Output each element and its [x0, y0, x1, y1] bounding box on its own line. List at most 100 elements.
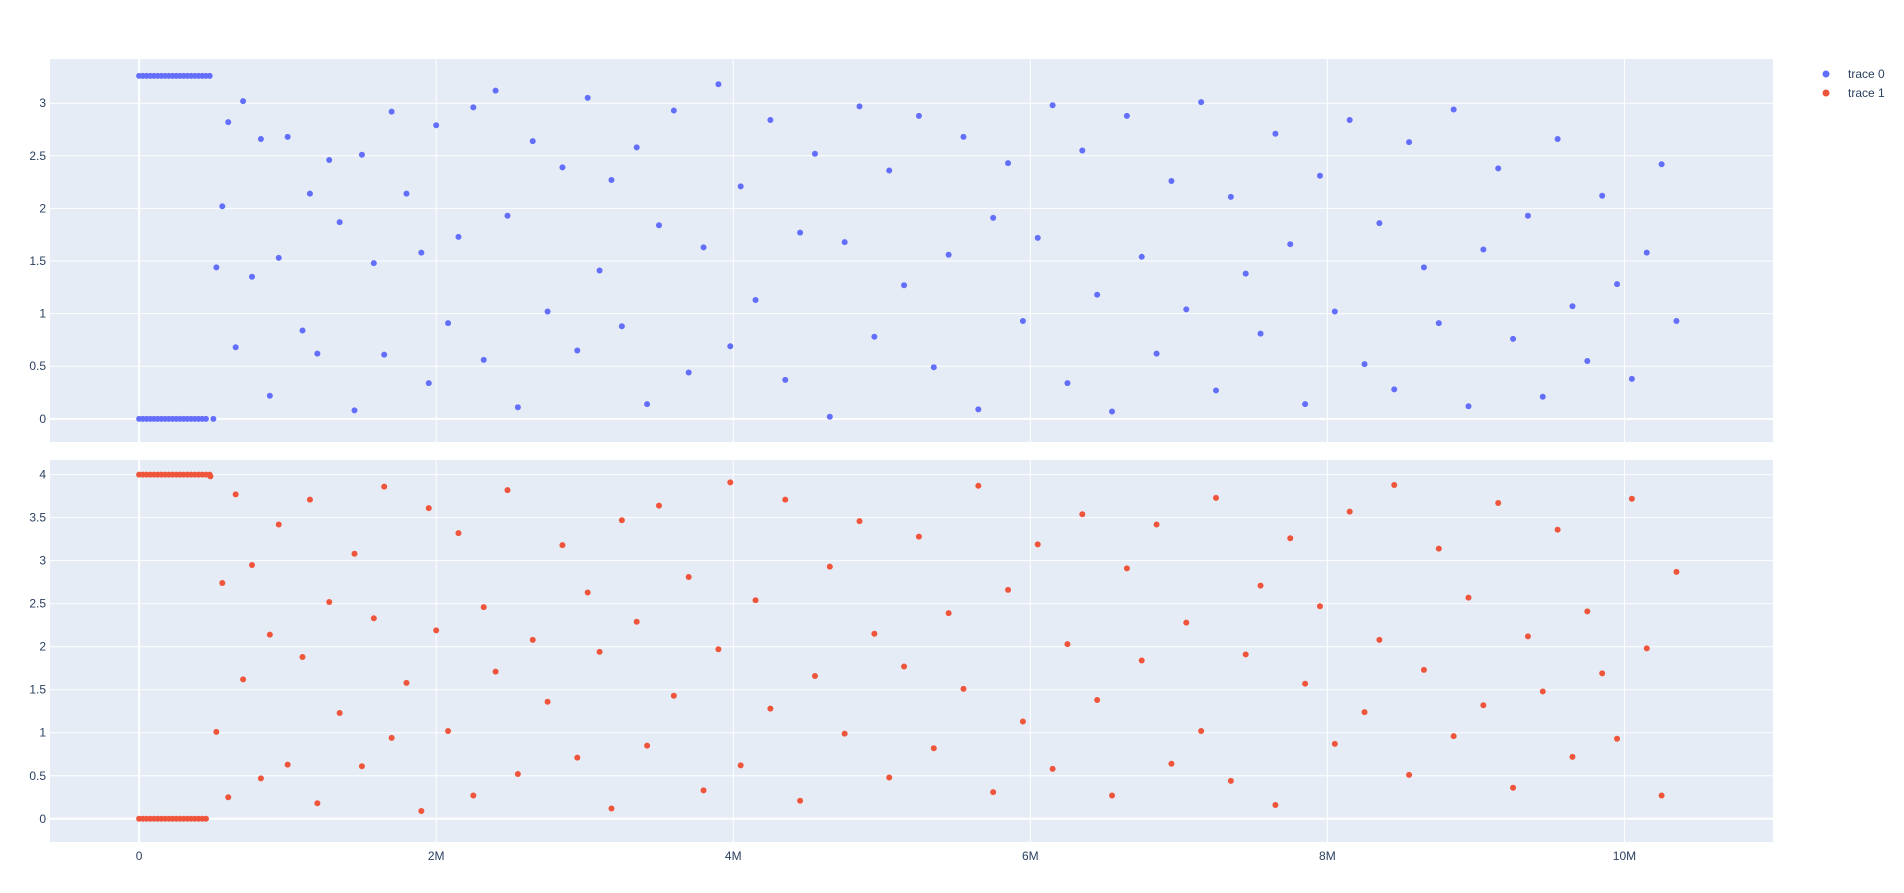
- data-point[interactable]: [1406, 139, 1413, 146]
- data-point[interactable]: [990, 789, 997, 796]
- data-point[interactable]: [266, 631, 273, 638]
- data-point[interactable]: [1465, 403, 1472, 410]
- data-point[interactable]: [1361, 361, 1368, 368]
- data-point[interactable]: [930, 745, 937, 752]
- data-point[interactable]: [480, 356, 487, 363]
- data-point[interactable]: [715, 646, 722, 653]
- data-point[interactable]: [1079, 147, 1086, 154]
- data-point[interactable]: [232, 491, 239, 498]
- data-point[interactable]: [737, 762, 744, 769]
- data-point[interactable]: [1376, 636, 1383, 643]
- data-point[interactable]: [249, 561, 256, 568]
- data-point[interactable]: [1302, 401, 1309, 408]
- data-point[interactable]: [1495, 500, 1502, 507]
- data-point[interactable]: [1614, 735, 1621, 742]
- data-point[interactable]: [715, 81, 722, 88]
- data-point[interactable]: [633, 618, 640, 625]
- data-point[interactable]: [1287, 535, 1294, 542]
- data-point[interactable]: [1331, 740, 1338, 747]
- data-point[interactable]: [445, 320, 452, 327]
- data-point[interactable]: [202, 415, 209, 422]
- data-point[interactable]: [633, 144, 640, 151]
- data-point[interactable]: [1569, 753, 1576, 760]
- data-point[interactable]: [1554, 135, 1561, 142]
- data-point[interactable]: [275, 254, 282, 261]
- data-point[interactable]: [1658, 792, 1665, 799]
- data-point[interactable]: [1391, 386, 1398, 393]
- data-point[interactable]: [1584, 608, 1591, 615]
- data-point[interactable]: [1272, 130, 1279, 137]
- data-point[interactable]: [685, 574, 692, 581]
- data-point[interactable]: [284, 761, 291, 768]
- data-point[interactable]: [856, 518, 863, 525]
- data-point[interactable]: [811, 672, 818, 679]
- data-point[interactable]: [1569, 303, 1576, 310]
- data-point[interactable]: [1272, 802, 1279, 808]
- data-point[interactable]: [574, 754, 581, 761]
- data-point[interactable]: [480, 604, 487, 611]
- data-point[interactable]: [544, 308, 551, 315]
- data-point[interactable]: [1673, 318, 1680, 324]
- data-point[interactable]: [727, 343, 734, 350]
- data-point[interactable]: [249, 273, 256, 280]
- data-point[interactable]: [1628, 375, 1635, 382]
- data-point[interactable]: [841, 239, 848, 246]
- data-point[interactable]: [213, 728, 220, 735]
- data-point[interactable]: [232, 344, 239, 351]
- data-point[interactable]: [1287, 241, 1294, 248]
- data-point[interactable]: [767, 117, 774, 124]
- data-point[interactable]: [644, 742, 651, 749]
- data-point[interactable]: [1614, 281, 1621, 288]
- data-point[interactable]: [886, 774, 893, 781]
- data-point[interactable]: [455, 530, 462, 537]
- data-point[interactable]: [596, 648, 603, 655]
- data-point[interactable]: [213, 264, 220, 271]
- data-point[interactable]: [797, 797, 804, 804]
- data-point[interactable]: [1406, 771, 1413, 778]
- data-point[interactable]: [797, 229, 804, 236]
- data-point[interactable]: [1420, 264, 1427, 271]
- data-point[interactable]: [1599, 670, 1606, 677]
- data-point[interactable]: [225, 794, 232, 801]
- data-point[interactable]: [1123, 112, 1130, 119]
- data-point[interactable]: [433, 122, 440, 129]
- data-point[interactable]: [1079, 511, 1086, 518]
- data-point[interactable]: [358, 151, 365, 158]
- data-point[interactable]: [767, 705, 774, 712]
- data-point[interactable]: [915, 533, 922, 540]
- data-point[interactable]: [1643, 645, 1650, 652]
- data-point[interactable]: [1138, 657, 1145, 664]
- data-point[interactable]: [455, 233, 462, 240]
- data-point[interactable]: [1213, 494, 1219, 501]
- data-point[interactable]: [1168, 178, 1175, 185]
- data-point[interactable]: [314, 350, 321, 357]
- data-point[interactable]: [990, 214, 997, 221]
- data-point[interactable]: [1242, 270, 1249, 277]
- legend-item[interactable]: trace 1: [1822, 86, 1886, 100]
- data-point[interactable]: [1480, 702, 1487, 709]
- data-point[interactable]: [1183, 306, 1190, 313]
- data-point[interactable]: [388, 108, 395, 115]
- data-point[interactable]: [381, 351, 388, 358]
- data-point[interactable]: [608, 177, 615, 183]
- data-point[interactable]: [1153, 350, 1160, 357]
- data-point[interactable]: [1034, 234, 1041, 241]
- data-point[interactable]: [975, 482, 982, 489]
- data-point[interactable]: [1168, 760, 1175, 767]
- data-point[interactable]: [1005, 160, 1012, 167]
- data-point[interactable]: [975, 406, 982, 413]
- data-point[interactable]: [1376, 220, 1383, 227]
- data-point[interactable]: [811, 150, 818, 157]
- data-point[interactable]: [418, 808, 425, 815]
- data-point[interactable]: [388, 734, 395, 741]
- data-point[interactable]: [306, 496, 313, 503]
- data-point[interactable]: [841, 730, 848, 737]
- data-point[interactable]: [529, 138, 536, 145]
- data-point[interactable]: [336, 709, 343, 716]
- data-point[interactable]: [1049, 102, 1056, 109]
- data-point[interactable]: [618, 517, 625, 524]
- data-point[interactable]: [257, 775, 264, 782]
- data-point[interactable]: [1257, 582, 1264, 589]
- data-point[interactable]: [1064, 380, 1071, 387]
- data-point[interactable]: [1361, 709, 1368, 716]
